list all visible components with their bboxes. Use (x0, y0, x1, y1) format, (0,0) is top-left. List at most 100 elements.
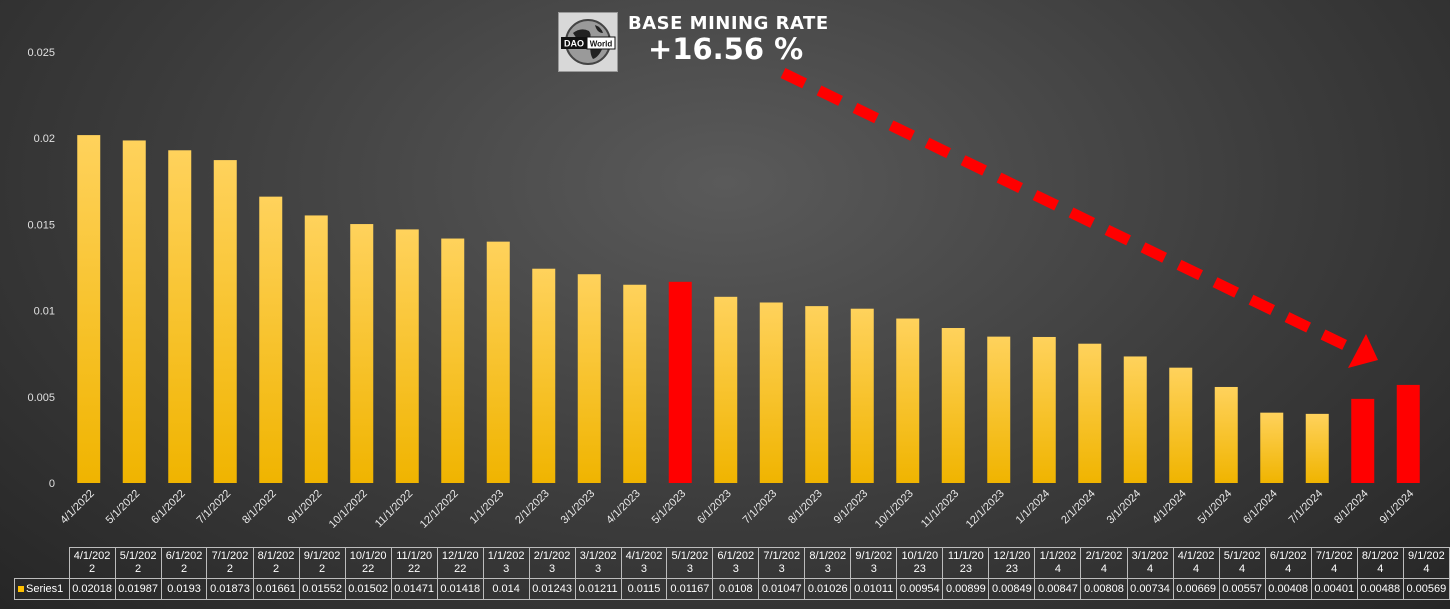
data-table-value-cell: 0.0115 (620, 578, 668, 600)
trend-arrow-head (1348, 334, 1378, 368)
data-table-header-cell: 3/1/202 3 (574, 547, 622, 579)
x-tick-label: 3/1/2023 (559, 488, 598, 527)
data-table-header-cell: 8/1/202 2 (252, 547, 300, 579)
y-tick-label: 0.025 (27, 47, 55, 59)
bar (805, 306, 829, 483)
bar (395, 229, 419, 483)
y-axis: 0 0.005 0.01 0.015 0.02 0.025 (27, 47, 55, 490)
x-tick-label: 5/1/2022 (104, 488, 143, 527)
legend-swatch (18, 585, 24, 592)
data-table-value-cell: 0.00669 (1172, 578, 1220, 600)
bar (714, 296, 738, 483)
bar (1169, 367, 1193, 483)
data-table-value-cell: 0.0193 (160, 578, 208, 600)
data-table-header-cell: 6/1/202 3 (712, 547, 760, 579)
data-table-header-cell: 6/1/202 4 (1264, 547, 1312, 579)
x-tick-label: 1/1/2023 (468, 488, 507, 527)
legend-series: Series1 (14, 578, 70, 600)
data-table-value-cell: 0.01552 (298, 578, 346, 600)
data-table-header-cell: 5/1/202 3 (666, 547, 714, 579)
bar (1032, 336, 1056, 483)
x-tick-label: 6/1/2022 (149, 488, 188, 527)
x-tick-label: 1/1/2024 (1014, 488, 1053, 527)
bar (850, 308, 874, 483)
data-table-header-cell: 7/1/202 3 (758, 547, 806, 579)
data-table-values-row: Series1 0.02018 0.01987 0.0193 0.01873 0.016… (14, 578, 1450, 600)
data-table-value-cell: 0.014 (482, 578, 530, 600)
y-tick-label: 0 (49, 478, 55, 490)
y-tick-label: 0.015 (27, 219, 55, 231)
data-table-header-cell: 12/1/20 23 (988, 547, 1036, 579)
x-tick-label: 8/1/2024 (1332, 488, 1371, 527)
bar (350, 224, 374, 483)
bar (1214, 386, 1238, 483)
data-table-value-cell: 0.00954 (896, 578, 944, 600)
x-tick-label: 8/1/2022 (240, 488, 279, 527)
data-table-value-cell: 0.00808 (1080, 578, 1128, 600)
y-tick-label: 0.01 (34, 306, 55, 318)
bar (1351, 398, 1375, 483)
data-table-value-cell: 0.01471 (390, 578, 438, 600)
x-tick-label: 6/1/2024 (1241, 488, 1280, 527)
bar (77, 135, 101, 483)
x-tick-label: 12/1/2022 (418, 488, 461, 531)
x-tick-label: 9/1/2022 (286, 488, 325, 527)
data-table: 4/1/202 2 5/1/202 2 6/1/202 2 7/1/202 2 8/1/202 2… (14, 547, 1450, 600)
data-table-header-cell: 10/1/20 23 (896, 547, 944, 579)
data-table-corner (14, 547, 70, 579)
data-table-value-cell: 0.00401 (1310, 578, 1358, 600)
x-tick-label: 4/1/2024 (1150, 488, 1189, 527)
data-table-header-cell: 1/1/202 3 (482, 547, 530, 579)
data-table-value-cell: 0.00847 (1034, 578, 1082, 600)
data-table-header-cell: 4/1/202 4 (1172, 547, 1220, 579)
data-table-header-cell: 5/1/202 2 (114, 547, 162, 579)
x-tick-label: 9/1/2024 (1378, 488, 1417, 527)
bar (941, 328, 965, 483)
bar (577, 274, 601, 483)
bar (987, 336, 1011, 483)
change-percent: +16.56 % (648, 32, 804, 66)
bar (1305, 413, 1329, 483)
bar (532, 268, 556, 483)
x-tick-label: 2/1/2023 (513, 488, 552, 527)
bar (259, 196, 283, 483)
dao-world-logo: DAO World (558, 12, 618, 72)
data-table-header-cell: 2/1/202 3 (528, 547, 576, 579)
data-table-header-cell: 10/1/20 22 (344, 547, 392, 579)
data-table-header-cell: 4/1/202 3 (620, 547, 668, 579)
data-table-value-cell: 0.01418 (436, 578, 484, 600)
bar (122, 140, 146, 483)
trend-arrow (780, 68, 1378, 368)
data-table-header-cell: 7/1/202 2 (206, 547, 254, 579)
bar (623, 284, 647, 483)
bar (213, 160, 237, 484)
x-tick-label: 6/1/2023 (695, 488, 734, 527)
data-table-value-cell: 0.01167 (666, 578, 714, 600)
x-tick-label: 10/1/2022 (327, 488, 370, 531)
data-table-header-cell: 9/1/202 4 (1402, 547, 1450, 579)
y-tick-label: 0.02 (34, 133, 55, 145)
x-tick-label: 4/1/2023 (604, 488, 643, 527)
trend-arrow-line (780, 68, 1358, 355)
data-table-value-cell: 0.00849 (988, 578, 1036, 600)
data-table-value-cell: 0.00569 (1402, 578, 1450, 600)
x-tick-label: 7/1/2024 (1287, 488, 1326, 527)
x-tick-label: 12/1/2023 (964, 488, 1007, 531)
legend-series-label: Series1 (26, 582, 64, 595)
data-table-value-cell: 0.01873 (206, 578, 254, 600)
data-table-header-cell: 5/1/202 4 (1218, 547, 1266, 579)
logo-text-left: DAO (564, 39, 584, 49)
data-table-value-cell: 0.01047 (758, 578, 806, 600)
data-table-value-cell: 0.01211 (574, 578, 622, 600)
data-table-header-cell: 7/1/202 4 (1310, 547, 1358, 579)
data-table-value-cell: 0.00734 (1126, 578, 1174, 600)
data-table-header-cell: 2/1/202 4 (1080, 547, 1128, 579)
bar (668, 281, 692, 483)
x-tick-label: 10/1/2023 (873, 488, 916, 531)
chart-title: BASE MINING RATE (628, 13, 829, 34)
data-table-header-cell: 3/1/202 4 (1126, 547, 1174, 579)
bar (896, 318, 920, 483)
data-table-value-cell: 0.01987 (114, 578, 162, 600)
x-tick-label: 9/1/2023 (832, 488, 871, 527)
bar (759, 302, 783, 483)
